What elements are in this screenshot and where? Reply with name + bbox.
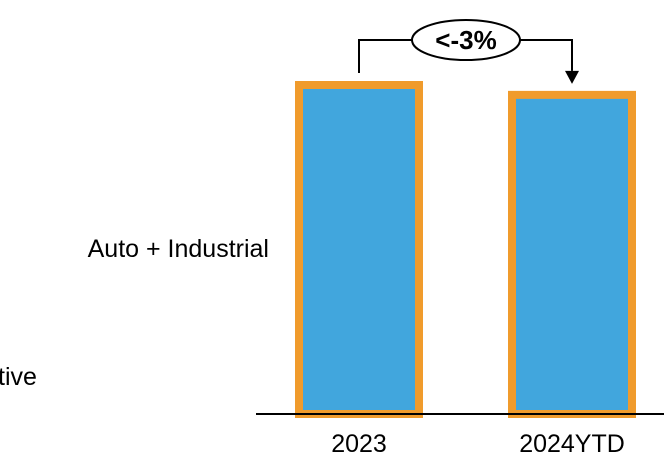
tick-labels-group: 2023 2024YTD [331,430,625,458]
series-label: Auto + Industrial [88,235,269,263]
annotation-bubble [411,19,521,61]
annotation-text: <-3% [435,25,496,55]
bar-2024YTD [508,90,636,419]
bars-group [295,81,636,419]
annotation-arrowhead [565,70,579,84]
tick-label-2023: 2023 [331,430,387,458]
tick-label-2024YTD: 2024YTD [519,430,625,458]
bar-2023 [295,81,423,418]
left-label-fragment: tive [0,363,37,391]
